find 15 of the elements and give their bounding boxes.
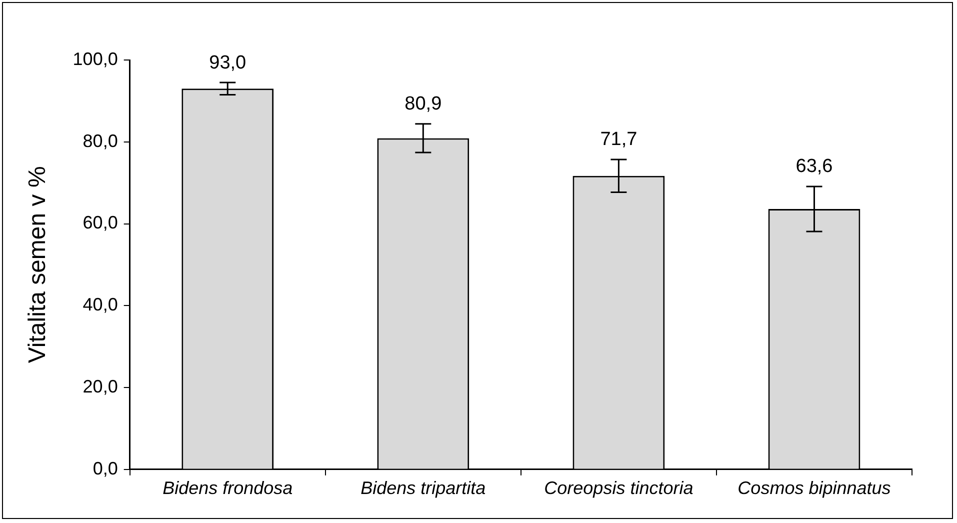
y-tick-label: 20,0: [82, 376, 118, 396]
y-tick-label: 0,0: [92, 458, 118, 478]
data-label: 80,9: [404, 94, 442, 115]
data-label: 63,6: [796, 156, 833, 178]
x-tick-label: Bidens tripartita: [360, 478, 486, 498]
data-label: 71,7: [600, 129, 638, 150]
y-axis-title: Vitalita semen v %: [24, 166, 52, 364]
x-tick-label: Cosmos bipinnatus: [738, 478, 891, 498]
y-tick-label: 80,0: [82, 130, 118, 151]
x-tick-label: Bidens frondosa: [162, 478, 293, 498]
y-tick-label: 40,0: [82, 294, 118, 315]
data-label: 93,0: [209, 52, 246, 74]
y-tick-label: 60,0: [82, 212, 118, 233]
y-tick-label: 100,0: [72, 48, 118, 69]
x-tick-label: Coreopsis tinctoria: [544, 478, 694, 498]
